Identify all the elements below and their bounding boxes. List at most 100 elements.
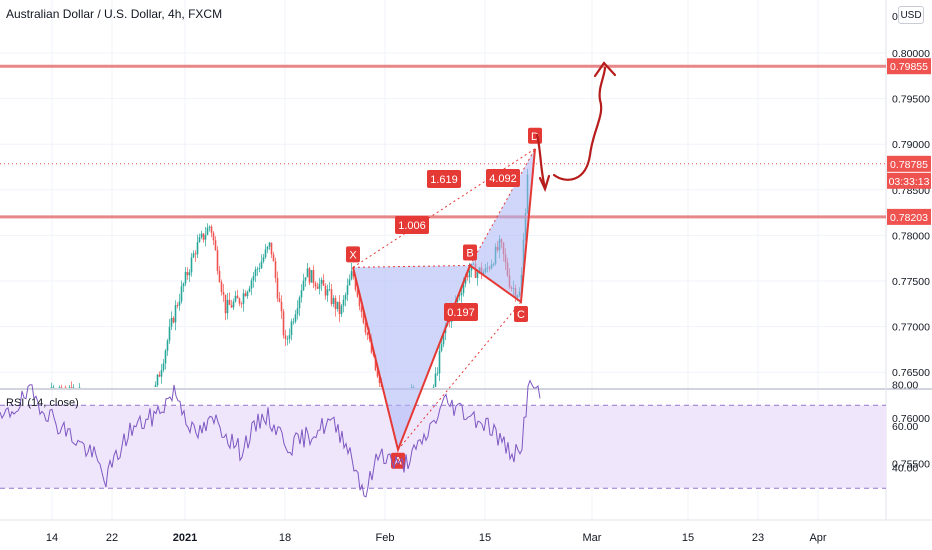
candle-body xyxy=(226,299,229,314)
candle-body xyxy=(334,297,337,309)
rsi-tick-label: 80.00 xyxy=(892,380,918,392)
candle-body xyxy=(262,257,265,262)
candle-body xyxy=(318,283,321,289)
candle-body xyxy=(240,303,243,305)
candle-body xyxy=(350,271,353,280)
candle-body xyxy=(288,335,291,339)
candle-body xyxy=(70,387,73,388)
candle-body xyxy=(274,261,277,279)
candle-body xyxy=(442,333,445,345)
candle-body xyxy=(312,270,315,284)
pattern-point-box xyxy=(463,244,477,261)
candle-body xyxy=(330,289,333,304)
candle-body xyxy=(432,387,435,388)
candle-body xyxy=(58,387,61,388)
candle-body xyxy=(280,301,283,312)
candle-body xyxy=(360,306,363,313)
price-tag-box xyxy=(887,58,931,75)
pattern-ratio-box xyxy=(427,170,461,188)
candle-body xyxy=(200,233,203,238)
pattern-ratio-line xyxy=(352,148,536,268)
time-tick-label: 14 xyxy=(46,532,58,544)
pattern-ratio-line xyxy=(397,301,522,451)
price-tag-label: 0.78785 xyxy=(890,159,928,171)
candle-body xyxy=(210,226,213,233)
candle-body xyxy=(366,332,369,336)
candle-body xyxy=(320,279,323,284)
candle-body xyxy=(50,387,53,388)
time-tick-label: 22 xyxy=(106,532,118,544)
price-tick-label: 0.78000 xyxy=(892,230,930,242)
rsi-indicator-label[interactable]: RSI (14, close) xyxy=(6,397,79,409)
rsi-tick-label: 60.00 xyxy=(892,421,918,433)
price-tick-label: 0.75500 xyxy=(892,458,930,470)
candle-body xyxy=(356,289,359,297)
candle-body xyxy=(268,242,271,247)
candle-body xyxy=(208,226,211,228)
candle-body xyxy=(346,285,349,295)
pattern-ratio-line xyxy=(469,148,536,266)
candle-body xyxy=(196,242,199,255)
pattern-ratio-label: 1.619 xyxy=(430,174,458,186)
candle-body xyxy=(316,286,319,289)
candle-body xyxy=(234,295,237,302)
candle-body xyxy=(180,286,183,302)
candle-body xyxy=(348,279,351,286)
price-tag-box xyxy=(887,208,931,225)
candle-body xyxy=(332,297,335,304)
pattern-point-label: C xyxy=(517,309,525,321)
pattern-point-box xyxy=(514,305,528,322)
time-tick-label: 18 xyxy=(279,532,291,544)
candle-body xyxy=(434,373,437,387)
candle-body xyxy=(218,270,221,283)
price-tick-label: 0.77500 xyxy=(892,276,930,288)
rsi-tick-label: 40.00 xyxy=(892,463,918,475)
candle-body xyxy=(458,295,461,297)
candle-body xyxy=(256,268,259,270)
candle-body xyxy=(60,387,63,388)
price-tag-label: 03:33:13 xyxy=(889,176,930,188)
candle-body xyxy=(172,317,175,323)
candle-body xyxy=(254,269,257,277)
candle-body xyxy=(192,253,195,258)
candle-body xyxy=(286,338,289,340)
candle-body xyxy=(260,261,263,269)
candle-body xyxy=(176,305,179,306)
candle-body xyxy=(244,293,247,297)
candle-body xyxy=(156,374,159,386)
candle-body xyxy=(296,308,299,315)
time-tick-label: 15 xyxy=(682,532,694,544)
drawn-down-arrow xyxy=(535,133,547,190)
candle-body xyxy=(250,280,253,289)
pattern-ratio-box xyxy=(486,169,520,187)
pattern-ratio-box xyxy=(395,216,429,234)
candle-body xyxy=(364,322,367,333)
time-tick-label: 23 xyxy=(752,532,764,544)
candle-body xyxy=(354,276,357,290)
candle-body xyxy=(266,246,269,250)
candle-body xyxy=(228,299,231,305)
price-tag-box xyxy=(887,172,931,189)
candle-body xyxy=(462,283,465,294)
candle-body xyxy=(338,301,341,315)
candle-body xyxy=(358,296,361,307)
candle-body xyxy=(186,271,189,276)
candle-body xyxy=(198,237,201,243)
pattern-point-label: B xyxy=(466,247,473,259)
candle-body xyxy=(440,344,443,351)
candle-body xyxy=(466,275,469,278)
candle-body xyxy=(376,370,379,377)
candle-body xyxy=(232,301,235,308)
time-tick-label: 2021 xyxy=(173,532,197,544)
candle-body xyxy=(64,387,67,388)
candle-body xyxy=(476,271,479,278)
time-tick-label: 15 xyxy=(479,532,491,544)
candle-body xyxy=(294,314,297,322)
candle-body xyxy=(436,373,439,375)
price-tick-label: 0.79000 xyxy=(892,139,930,151)
rsi-band xyxy=(0,405,886,489)
candle-body xyxy=(206,227,209,235)
price-tag-label: 0.78203 xyxy=(890,212,928,224)
currency-button[interactable]: USD xyxy=(898,6,924,24)
